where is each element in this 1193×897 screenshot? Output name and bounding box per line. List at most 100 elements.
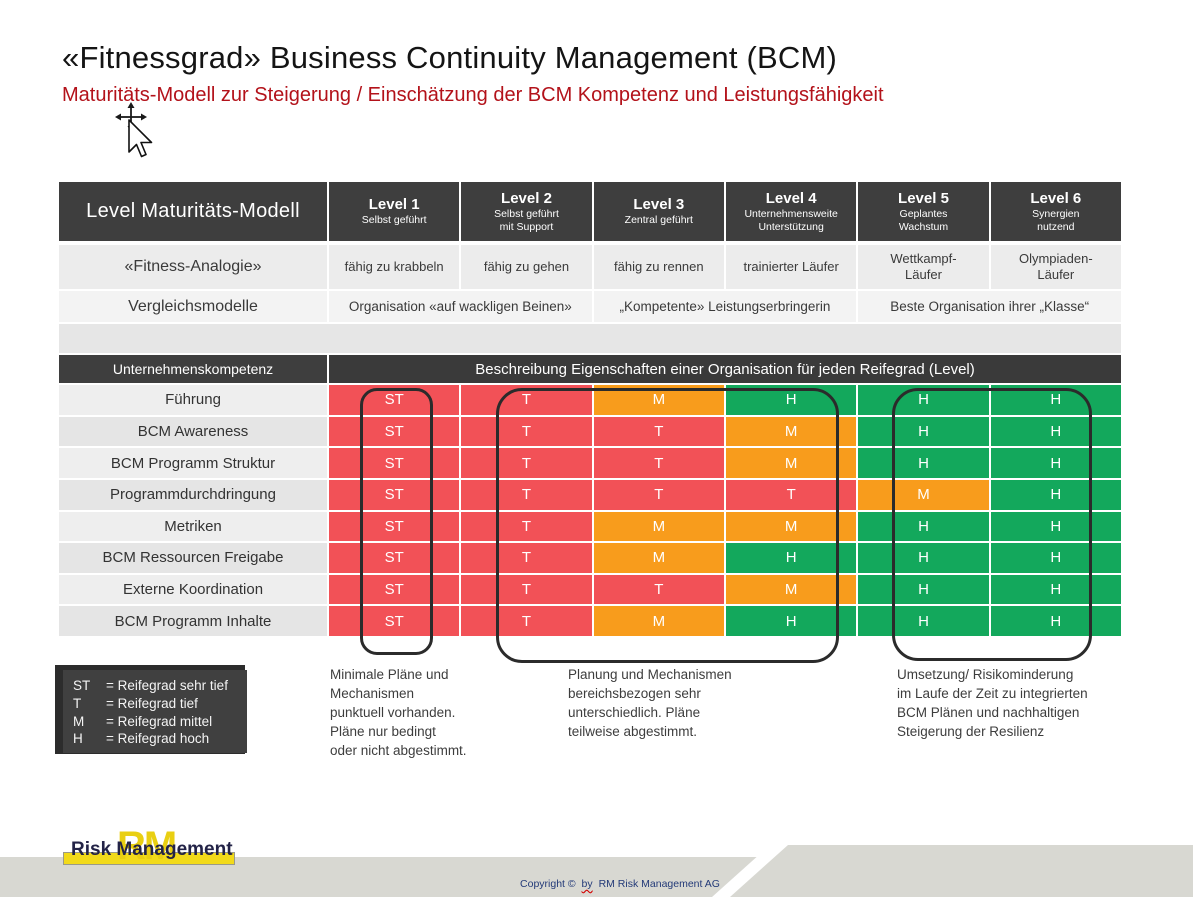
matrix-cell-r7c5: H [990, 606, 1121, 636]
matrix-cell-r4c0: ST [329, 511, 460, 542]
matrix-cell-r2c5: H [990, 448, 1121, 478]
row-label-5: BCM Ressourcen Freigabe [59, 543, 327, 573]
unternehmenskompetenz-label: Unternehmenskompetenz [59, 355, 327, 383]
matrix-cell-r2c0: ST [329, 448, 460, 478]
legend-key: ST [73, 678, 91, 693]
matrix-cell-r6c4: H [858, 574, 989, 605]
legend-key: T [73, 695, 82, 711]
level-subtitle: Geplantes Wachstum [898, 207, 949, 233]
level-subtitle: Synergien nutzend [1032, 207, 1080, 233]
matrix-cell-r7c3: H [725, 606, 857, 636]
legend-item-T: T = Reifegrad tief [73, 695, 247, 713]
level-title: Level 3 [633, 196, 685, 214]
legend-key: H [73, 731, 83, 747]
note-level5-6: Umsetzung/ Risikominderung im Laufe der … [897, 667, 1088, 739]
level-subtitle: Selbst geführt [361, 214, 427, 227]
matrix-cell-r3c2: T [593, 479, 724, 510]
matrix-cell-r2c3: M [725, 448, 857, 478]
matrix-cell-r0c1: T [461, 385, 592, 415]
legend-text: = Reifegrad hoch [106, 731, 210, 747]
analogie-cell-2: fähig zu gehen [461, 245, 592, 289]
matrix-cell-r0c3: H [725, 385, 857, 415]
level-title: Level 2 [501, 189, 552, 207]
matrix-cell-r4c1: T [461, 511, 592, 542]
matrix-cell-r3c0: ST [329, 479, 460, 510]
mouse-cursor-icon [115, 102, 153, 158]
matrix-cell-r1c4: H [858, 416, 989, 447]
matrix-cell-r0c0: ST [329, 385, 460, 415]
row-label-3: Programmdurchdringung [59, 479, 327, 510]
matrix-cell-r2c2: T [593, 448, 724, 478]
matrix-cell-r3c1: T [461, 479, 592, 510]
level-model-label: Level Maturitäts-Modell [59, 182, 327, 241]
matrix-cell-r1c0: ST [329, 416, 460, 447]
note-level1: Minimale Pläne und Mechanismen punktuell… [330, 667, 467, 758]
matrix-cell-r4c5: H [990, 511, 1121, 542]
logo-monogram: RM [117, 824, 177, 868]
row-label-4: Metriken [59, 511, 327, 542]
matrix-cell-r2c4: H [858, 448, 989, 478]
legend-item-H: H = Reifegrad hoch [73, 730, 247, 748]
legend-key: M [73, 713, 85, 729]
matrix-cell-r5c0: ST [329, 543, 460, 573]
matrix-cell-r7c1: T [461, 606, 592, 636]
vergleich-cell-3: Beste Organisation ihrer „Klasse“ [858, 291, 1121, 322]
matrix-cell-r5c3: H [725, 543, 857, 573]
legend-box: ST = Reifegrad sehr tief T = Reifegrad tief… [63, 670, 247, 753]
analogie-cell-1: fähig zu krabbeln [329, 245, 460, 289]
level-subtitle: Zentral geführt [624, 214, 693, 227]
maturity-matrix: Führung ST T M H H H BCM Awareness ST T T M H H BCM Pr… [59, 385, 1121, 636]
row-label-0: Führung [59, 385, 327, 415]
vergleichsmodelle-label: Vergleichsmodelle [59, 291, 327, 322]
note-level2-4: Planung und Mechanismen bereichsbezogen … [568, 667, 732, 739]
matrix-cell-r5c1: T [461, 543, 592, 573]
vergleich-cell-2: „Kompetente» Leistungserbringerin [593, 291, 857, 322]
matrix-cell-r4c4: H [858, 511, 989, 542]
matrix-cell-r4c3: M [725, 511, 857, 542]
level-header-row: Level Maturitäts-Modell Level 1 Selbst ge… [59, 182, 1121, 241]
matrix-header-row: Unternehmenskompetenz Beschreibung Eigen… [59, 355, 1121, 383]
matrix-cell-r4c2: M [593, 511, 724, 542]
copyright-text: Copyright © by RM Risk Management AG [470, 878, 770, 890]
matrix-cell-r6c2: T [593, 574, 724, 605]
logo-wordmark: Risk Management [71, 839, 233, 860]
row-label-6: Externe Koordination [59, 574, 327, 605]
matrix-cell-r7c0: ST [329, 606, 460, 636]
level-title: Level 6 [1030, 189, 1082, 207]
page-title: «Fitnessgrad» Business Continuity Manage… [62, 40, 838, 75]
row-label-1: BCM Awareness [59, 416, 327, 447]
legend-text: = Reifegrad tief [106, 695, 198, 711]
matrix-cell-r6c5: H [990, 574, 1121, 605]
level-title: Level 4 [765, 189, 817, 207]
matrix-cell-r6c3: M [725, 574, 857, 605]
logo-underline-bar [63, 852, 235, 865]
analogie-cell-3: fähig zu rennen [593, 245, 724, 289]
level-subtitle: Selbst geführt mit Support [494, 207, 559, 233]
level-header-5: Level 5 Geplantes Wachstum [858, 182, 989, 241]
matrix-cell-r5c4: H [858, 543, 989, 573]
matrix-cell-r6c0: ST [329, 574, 460, 605]
matrix-cell-r2c1: T [461, 448, 592, 478]
copyright-by: by [581, 878, 593, 890]
matrix-cell-r0c2: M [593, 385, 724, 415]
level-header-4: Level 4 Unternehmensweite Unterstützung [725, 182, 857, 241]
matrix-cell-r6c1: T [461, 574, 592, 605]
matrix-cell-r1c3: M [725, 416, 857, 447]
level-header-1: Level 1 Selbst geführt [329, 182, 460, 241]
matrix-cell-r0c4: H [858, 385, 989, 415]
level-title: Level 5 [898, 189, 949, 207]
page-subtitle: Maturitäts-Modell zur Steigerung / Einsc… [62, 84, 884, 106]
matrix-cell-r3c5: H [990, 479, 1121, 510]
risk-management-logo: RM Risk Management [63, 824, 235, 868]
analogie-cell-4: trainierter Läufer [725, 245, 857, 289]
matrix-description-label: Beschreibung Eigenschaften einer Organis… [329, 355, 1121, 383]
legend-item-ST: ST = Reifegrad sehr tief [73, 677, 247, 695]
analogie-cell-5: Wettkampf- Läufer [858, 245, 989, 289]
matrix-cell-r0c5: H [990, 385, 1121, 415]
copyright-prefix: Copyright © [520, 878, 576, 890]
matrix-cell-r3c3: T [725, 479, 857, 510]
fitness-analogie-row: «Fitness-Analogie» fähig zu krabbeln fähi… [59, 245, 1121, 289]
level-header-6: Level 6 Synergien nutzend [990, 182, 1121, 241]
level-header-2: Level 2 Selbst geführt mit Support [461, 182, 592, 241]
